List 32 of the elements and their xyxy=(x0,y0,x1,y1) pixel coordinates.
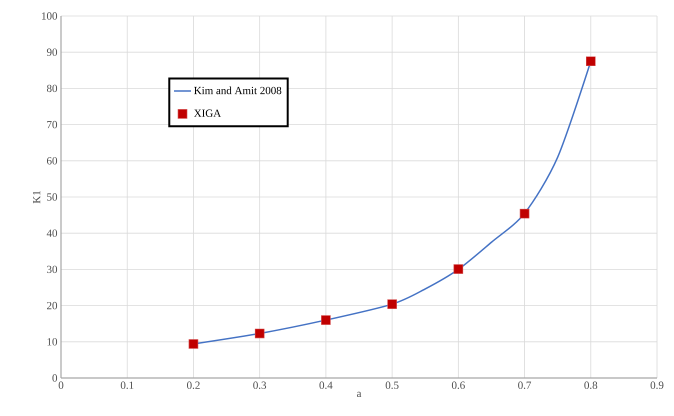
x-tick-label: 0.4 xyxy=(319,382,333,389)
y-tick-label: 60 xyxy=(46,157,58,164)
point xyxy=(520,208,530,218)
legend-label: XIGA xyxy=(194,110,222,117)
y-tick-label: 80 xyxy=(46,84,58,92)
y-tick-label: 10 xyxy=(47,338,58,346)
x-tick-label: 0.1 xyxy=(120,382,134,389)
x-tick-label: 0.5 xyxy=(386,382,399,389)
y-tick-label: 90 xyxy=(46,48,58,56)
y-tick-label: 50 xyxy=(47,193,58,201)
y-tick-label: 20 xyxy=(47,302,58,310)
y-tick-label: 0 xyxy=(52,374,58,382)
x-tick-label: 0 xyxy=(58,382,64,389)
y-axis-title: K1 xyxy=(32,190,40,204)
point xyxy=(188,339,198,349)
x-tick-label: 0.2 xyxy=(187,382,200,389)
x-tick-label: 0.7 xyxy=(518,382,532,389)
x-tick-label: 0.9 xyxy=(650,382,664,389)
y-tick-label: 30 xyxy=(47,266,58,274)
x-axis-title: a xyxy=(356,392,362,398)
x-tick-label: 0.3 xyxy=(253,382,266,389)
y-tick-label: 40 xyxy=(46,230,58,237)
point xyxy=(387,299,397,309)
y-tick-label: 100 xyxy=(42,12,58,20)
point xyxy=(454,264,464,274)
point xyxy=(254,328,264,338)
x-tick-label: 0.8 xyxy=(584,382,598,389)
point xyxy=(321,315,331,325)
x-tick-label: 0.6 xyxy=(452,382,465,389)
legend-label: Kim and Amit 2008 xyxy=(194,86,282,94)
point xyxy=(586,56,596,66)
y-tick-label: 70 xyxy=(47,120,58,128)
